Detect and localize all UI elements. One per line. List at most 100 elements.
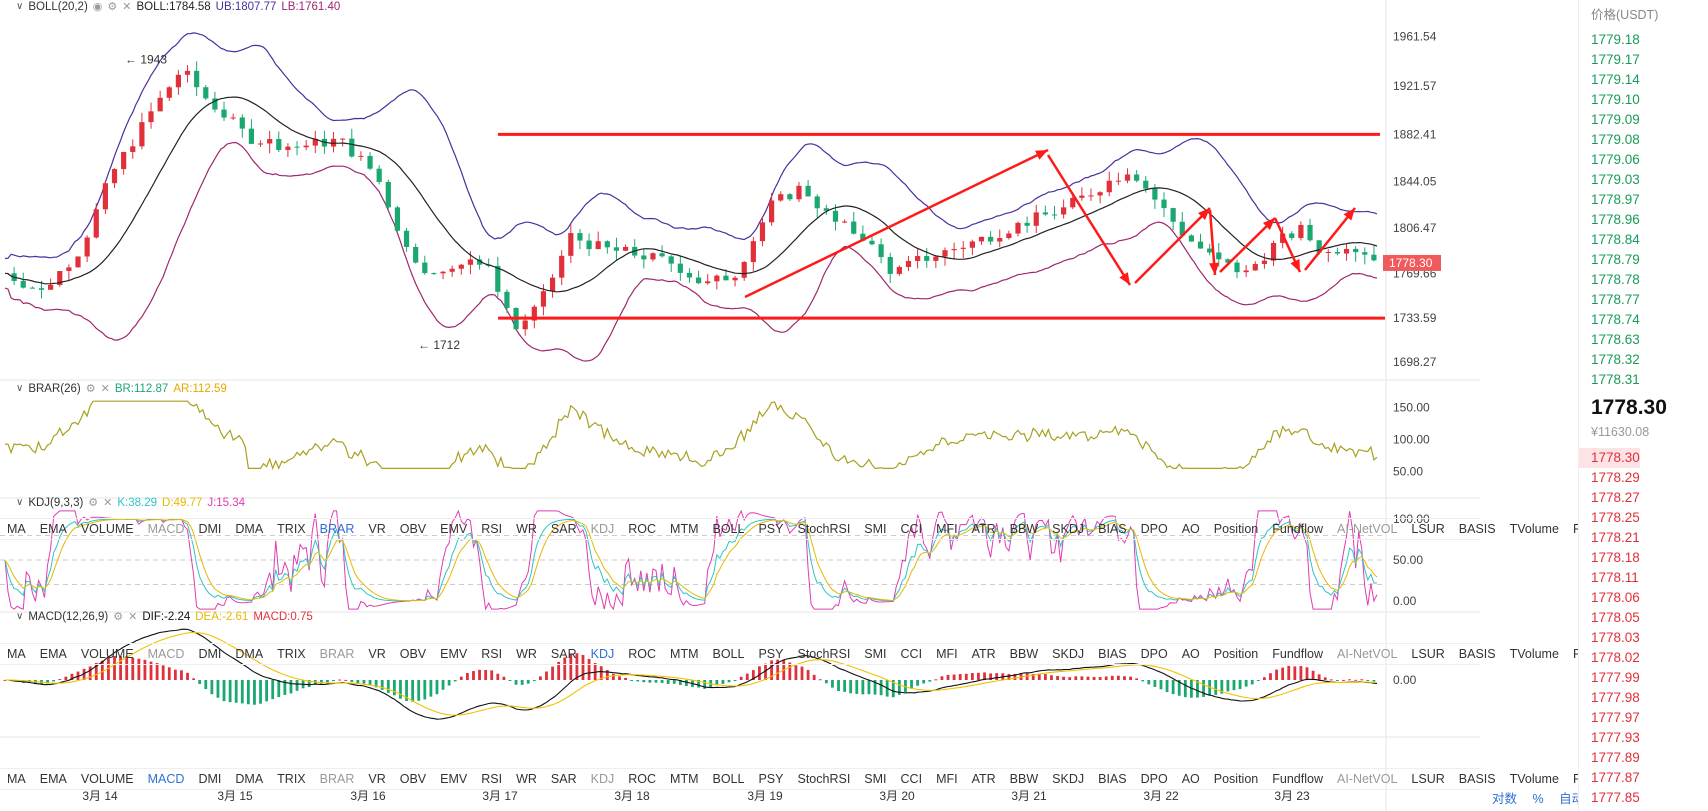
indicator-tab-macd[interactable]: MACD	[147, 772, 185, 786]
indicator-tab-bbw[interactable]: BBW	[1009, 772, 1039, 786]
indicator-tab-dma[interactable]: DMA	[235, 647, 264, 661]
bid-price-row[interactable]: 1778.29	[1591, 470, 1640, 485]
percent-scale-button[interactable]: %	[1532, 792, 1544, 806]
indicator-tab-dmi[interactable]: DMI	[198, 772, 222, 786]
indicator-tab-fundflow[interactable]: Fundflow	[1272, 772, 1323, 786]
indicator-tab-vr[interactable]: VR	[368, 647, 386, 661]
ask-price-row[interactable]: 1778.32	[1591, 352, 1640, 367]
indicator-tab-ma[interactable]: MA	[7, 522, 26, 536]
indicator-tab-kdj[interactable]: KDJ	[590, 772, 615, 786]
indicator-tab-sar[interactable]: SAR	[550, 647, 577, 661]
indicator-tab-atr[interactable]: ATR	[971, 522, 996, 536]
indicator-tab-ai-netvol[interactable]: AI-NetVOL	[1336, 522, 1398, 536]
indicator-tab-vr[interactable]: VR	[368, 772, 386, 786]
indicator-tab-bbw[interactable]: BBW	[1009, 647, 1039, 661]
indicator-tab-brar[interactable]: BRAR	[319, 522, 355, 536]
indicator-tab-fundflow[interactable]: Fundflow	[1272, 647, 1323, 661]
indicator-tab-basis[interactable]: BASIS	[1458, 522, 1496, 536]
bid-price-row[interactable]: 1777.89	[1591, 750, 1640, 765]
indicator-tab-ai-netvol[interactable]: AI-NetVOL	[1336, 647, 1398, 661]
indicator-tab-bias[interactable]: BIAS	[1098, 772, 1127, 786]
indicator-tab-brar[interactable]: BRAR	[319, 647, 355, 661]
indicator-tab-bias[interactable]: BIAS	[1098, 522, 1127, 536]
indicator-tab-ao[interactable]: AO	[1181, 522, 1200, 536]
indicator-tab-ao[interactable]: AO	[1181, 772, 1200, 786]
indicator-tab-sar[interactable]: SAR	[550, 522, 577, 536]
bid-price-row[interactable]: 1777.99	[1591, 670, 1640, 685]
ask-price-row[interactable]: 1779.08	[1591, 132, 1640, 147]
indicator-tab-rsi[interactable]: RSI	[481, 772, 503, 786]
ask-price-row[interactable]: 1778.78	[1591, 272, 1640, 287]
indicator-tab-atr[interactable]: ATR	[971, 772, 996, 786]
indicator-tab-trix[interactable]: TRIX	[277, 647, 306, 661]
indicator-tab-roc[interactable]: ROC	[628, 522, 657, 536]
indicator-tab-volume[interactable]: VOLUME	[80, 772, 134, 786]
indicator-tab-stochrsi[interactable]: StochRSI	[797, 772, 851, 786]
indicator-tab-mfi[interactable]: MFI	[936, 522, 958, 536]
indicator-tab-mfi[interactable]: MFI	[936, 772, 958, 786]
indicator-tab-roc[interactable]: ROC	[628, 772, 657, 786]
indicator-tab-ma[interactable]: MA	[7, 647, 26, 661]
ask-price-row[interactable]: 1778.96	[1591, 212, 1640, 227]
indicator-tab-dma[interactable]: DMA	[235, 772, 264, 786]
ask-price-row[interactable]: 1779.14	[1591, 72, 1640, 87]
collapse-chevron-icon[interactable]: ∨	[16, 611, 24, 622]
indicator-tab-ao[interactable]: AO	[1181, 647, 1200, 661]
indicator-tab-kdj[interactable]: KDJ	[590, 647, 615, 661]
settings-icon[interactable]: ⚙	[85, 383, 96, 395]
indicator-tab-emv[interactable]: EMV	[440, 647, 468, 661]
indicator-tab-basis[interactable]: BASIS	[1458, 647, 1496, 661]
indicator-tab-trix[interactable]: TRIX	[277, 772, 306, 786]
indicator-tab-tvolume[interactable]: TVolume	[1509, 772, 1559, 786]
indicator-tab-position[interactable]: Position	[1213, 522, 1259, 536]
indicator-tab-roc[interactable]: ROC	[628, 647, 657, 661]
ask-price-row[interactable]: 1779.09	[1591, 112, 1640, 127]
bid-price-row[interactable]: 1778.02	[1591, 650, 1640, 665]
ask-price-row[interactable]: 1778.63	[1591, 332, 1640, 347]
indicator-tab-ema[interactable]: EMA	[39, 522, 67, 536]
indicator-tab-obv[interactable]: OBV	[399, 647, 427, 661]
log-scale-button[interactable]: 对数	[1492, 792, 1518, 806]
indicator-tab-brar[interactable]: BRAR	[319, 772, 355, 786]
indicator-tab-position[interactable]: Position	[1213, 772, 1259, 786]
bid-price-row[interactable]: 1777.85	[1591, 790, 1640, 805]
indicator-tab-wr[interactable]: WR	[516, 647, 537, 661]
close-icon[interactable]: ✕	[103, 497, 113, 509]
indicator-tab-rsi[interactable]: RSI	[481, 522, 503, 536]
ask-price-row[interactable]: 1779.18	[1591, 32, 1640, 47]
indicator-tab-trix[interactable]: TRIX	[277, 522, 306, 536]
indicator-tab-macd[interactable]: MACD	[147, 522, 185, 536]
indicator-tab-sar[interactable]: SAR	[550, 772, 577, 786]
collapse-chevron-icon[interactable]: ∨	[16, 383, 24, 394]
collapse-chevron-icon[interactable]: ∨	[16, 497, 24, 508]
indicator-tab-basis[interactable]: BASIS	[1458, 772, 1496, 786]
indicator-tab-skdj[interactable]: SKDJ	[1052, 647, 1085, 661]
eye-icon[interactable]: ◉	[92, 1, 103, 13]
indicator-tab-emv[interactable]: EMV	[440, 522, 468, 536]
indicator-tab-cci[interactable]: CCI	[900, 772, 923, 786]
indicator-tab-fundflow[interactable]: Fundflow	[1272, 522, 1323, 536]
ask-price-row[interactable]: 1778.97	[1591, 192, 1640, 207]
bid-price-row[interactable]: 1778.11	[1591, 570, 1639, 585]
ask-price-row[interactable]: 1778.31	[1591, 372, 1640, 387]
indicator-tab-skdj[interactable]: SKDJ	[1052, 522, 1085, 536]
bid-price-row[interactable]: 1777.93	[1591, 730, 1640, 745]
ask-price-row[interactable]: 1778.79	[1591, 252, 1640, 267]
indicator-tab-tvolume[interactable]: TVolume	[1509, 522, 1559, 536]
indicator-tab-obv[interactable]: OBV	[399, 772, 427, 786]
bid-price-row[interactable]: 1777.87	[1591, 770, 1640, 785]
indicator-tab-ai-netvol[interactable]: AI-NetVOL	[1336, 772, 1398, 786]
indicator-tab-obv[interactable]: OBV	[399, 522, 427, 536]
ask-price-row[interactable]: 1779.03	[1591, 172, 1640, 187]
main-chart-svg[interactable]: 1961.541921.571882.411844.051806.471769.…	[0, 0, 1510, 811]
indicator-tab-ma[interactable]: MA	[7, 772, 26, 786]
indicator-tab-stochrsi[interactable]: StochRSI	[797, 647, 851, 661]
indicator-tab-psy[interactable]: PSY	[758, 647, 784, 661]
auto-scale-button[interactable]: 自动	[1559, 792, 1585, 806]
indicator-tab-smi[interactable]: SMI	[864, 772, 887, 786]
ask-price-row[interactable]: 1778.77	[1591, 292, 1640, 307]
indicator-tab-lsur[interactable]: LSUR	[1411, 522, 1445, 536]
indicator-tab-psy[interactable]: PSY	[758, 772, 784, 786]
bid-price-row[interactable]: 1778.06	[1591, 590, 1640, 605]
